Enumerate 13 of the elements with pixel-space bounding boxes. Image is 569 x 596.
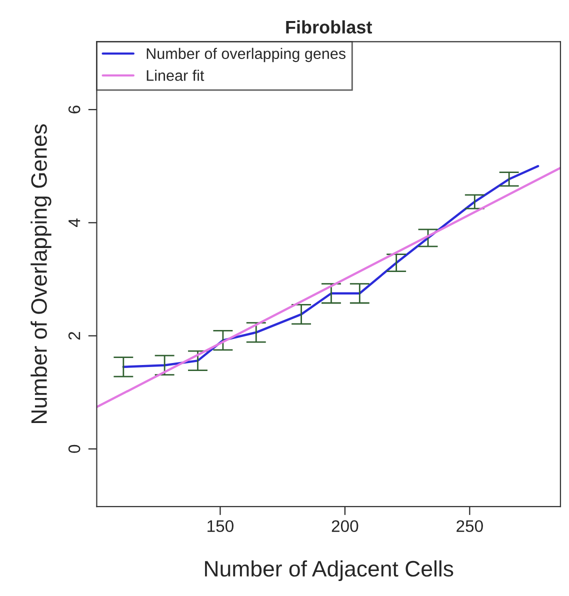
x-tick-label: 250 bbox=[456, 520, 483, 532]
chart-title: Fibroblast bbox=[286, 20, 372, 34]
y-tick-label: 2 bbox=[68, 332, 80, 340]
x-tick-label: 150 bbox=[208, 520, 234, 532]
y-tick-label: 6 bbox=[68, 106, 80, 114]
legend-label: Number of overlapping genes bbox=[146, 48, 346, 62]
line-series bbox=[122, 165, 540, 368]
x-tick-label: 200 bbox=[332, 520, 358, 532]
x-axis-title: Number of Adjacent Cells bbox=[205, 560, 454, 582]
y-tick-label: 0 bbox=[68, 444, 80, 453]
y-tick-label: 4 bbox=[68, 218, 80, 227]
y-axis-title: Number of Overlapping Genes bbox=[30, 124, 52, 424]
legend-label: Linear fit bbox=[146, 70, 204, 81]
